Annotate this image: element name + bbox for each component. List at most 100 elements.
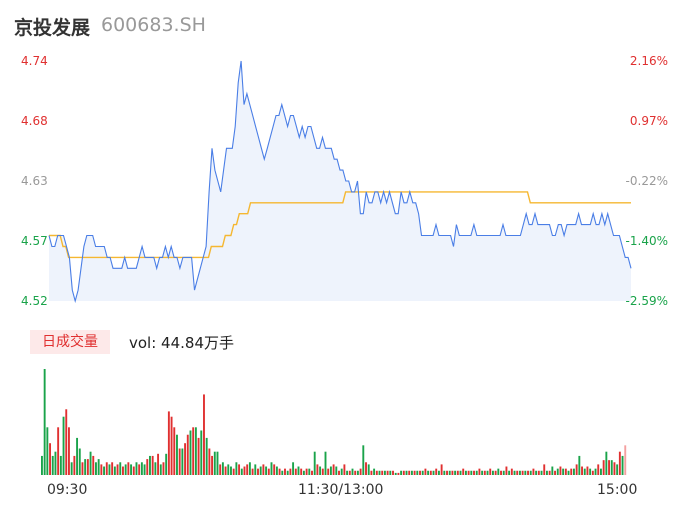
volume-bar [486,470,489,475]
volume-bar [146,459,149,475]
volume-bar [618,451,621,475]
volume-bar [421,470,424,475]
y-left-tick: 4.63 [21,174,48,188]
volume-bar [359,468,362,475]
volume-bar [559,466,562,475]
volume-bar [373,468,376,475]
volume-bar [43,369,46,475]
volume-bar [554,470,556,475]
volume-bar [149,455,151,475]
volume-bar [289,468,292,475]
volume-bar [356,470,359,475]
volume-bar [65,409,68,475]
volume-bar [510,468,513,475]
volume-bar [216,451,219,475]
volume-bar [213,451,216,475]
volume-bar [537,470,540,475]
x-tick-close: 15:00 [597,482,638,498]
volume-bar [59,455,62,475]
volume-bar [246,464,249,475]
volume-bar [556,468,559,475]
volume-bar [532,468,535,475]
volume-bar [394,472,397,475]
volume-bar [105,462,108,475]
volume-bar [478,468,481,475]
volume-bar [224,466,227,475]
volume-bar [262,464,265,475]
y-right-tick: 2.16% [629,54,668,68]
volume-bar [281,470,284,475]
volume-bar [97,459,100,475]
price-area-fill [49,61,631,301]
volume-bar [305,468,308,475]
volume-bar [273,464,276,475]
volume-bar [311,470,313,475]
volume-bar [227,464,230,475]
volume-bar [143,464,146,475]
price-lines-group [48,60,632,304]
volume-bar [462,468,465,475]
volume-bars-group [41,369,627,475]
volume-bar [173,427,176,475]
volume-value: vol: 44.84万手 [129,334,234,352]
volume-bar [365,462,367,475]
volume-bar [92,455,95,475]
volume-bar [502,470,505,475]
volume-badge[interactable]: 日成交量 [30,330,110,354]
volume-bar [240,468,243,475]
volume-bar [138,464,141,475]
volume-bar [521,470,524,475]
volume-bar [340,468,343,475]
volume-bar [200,430,203,475]
volume-bar [346,470,349,475]
volume-bar [211,455,214,475]
y-left-tick: 4.68 [21,114,48,128]
volume-bar [586,466,589,475]
volume-bar [49,443,51,475]
volume-bar [483,470,486,475]
volume-bar [427,470,430,475]
volume-bar [464,470,467,475]
volume-bar [613,462,616,475]
volume-bar [392,470,394,475]
volume-bar [589,468,592,475]
volume-bar [602,460,605,475]
volume-bar [176,434,178,475]
volume-bar [219,464,222,475]
volume-bar [135,462,138,475]
volume-bar [132,466,135,475]
volume-bar [389,470,392,475]
volume-bar [113,466,116,475]
volume-bar [470,470,473,475]
volume-bar [189,430,192,475]
volume-bar [111,462,114,475]
volume-bar [348,470,351,475]
volume-bar [230,466,232,475]
volume-bar [516,470,519,475]
volume-bar [524,470,527,475]
volume-bar [551,466,554,475]
volume-bar [300,468,303,475]
volume-bar [108,464,111,475]
volume-bar [429,470,432,475]
volume-bar [238,464,241,475]
volume-bar [68,427,70,475]
stock-name: 京投发展 [14,17,91,39]
volume-bar [278,468,281,475]
volume-bar [505,466,508,475]
volume-bar [116,464,119,475]
volume-bar [581,466,583,475]
volume-bar [124,464,127,475]
volume-bar [119,462,122,475]
x-tick-midday: 11:30/13:00 [298,482,384,498]
volume-bar [362,445,365,475]
volume-bar [162,462,165,475]
x-tick-open: 09:30 [47,482,88,498]
volume-bar [203,394,205,475]
volume-bar [432,470,435,475]
volume-bar [157,453,160,475]
volume-bar [335,466,338,475]
volume-bar [321,468,324,475]
volume-bar [367,464,370,475]
